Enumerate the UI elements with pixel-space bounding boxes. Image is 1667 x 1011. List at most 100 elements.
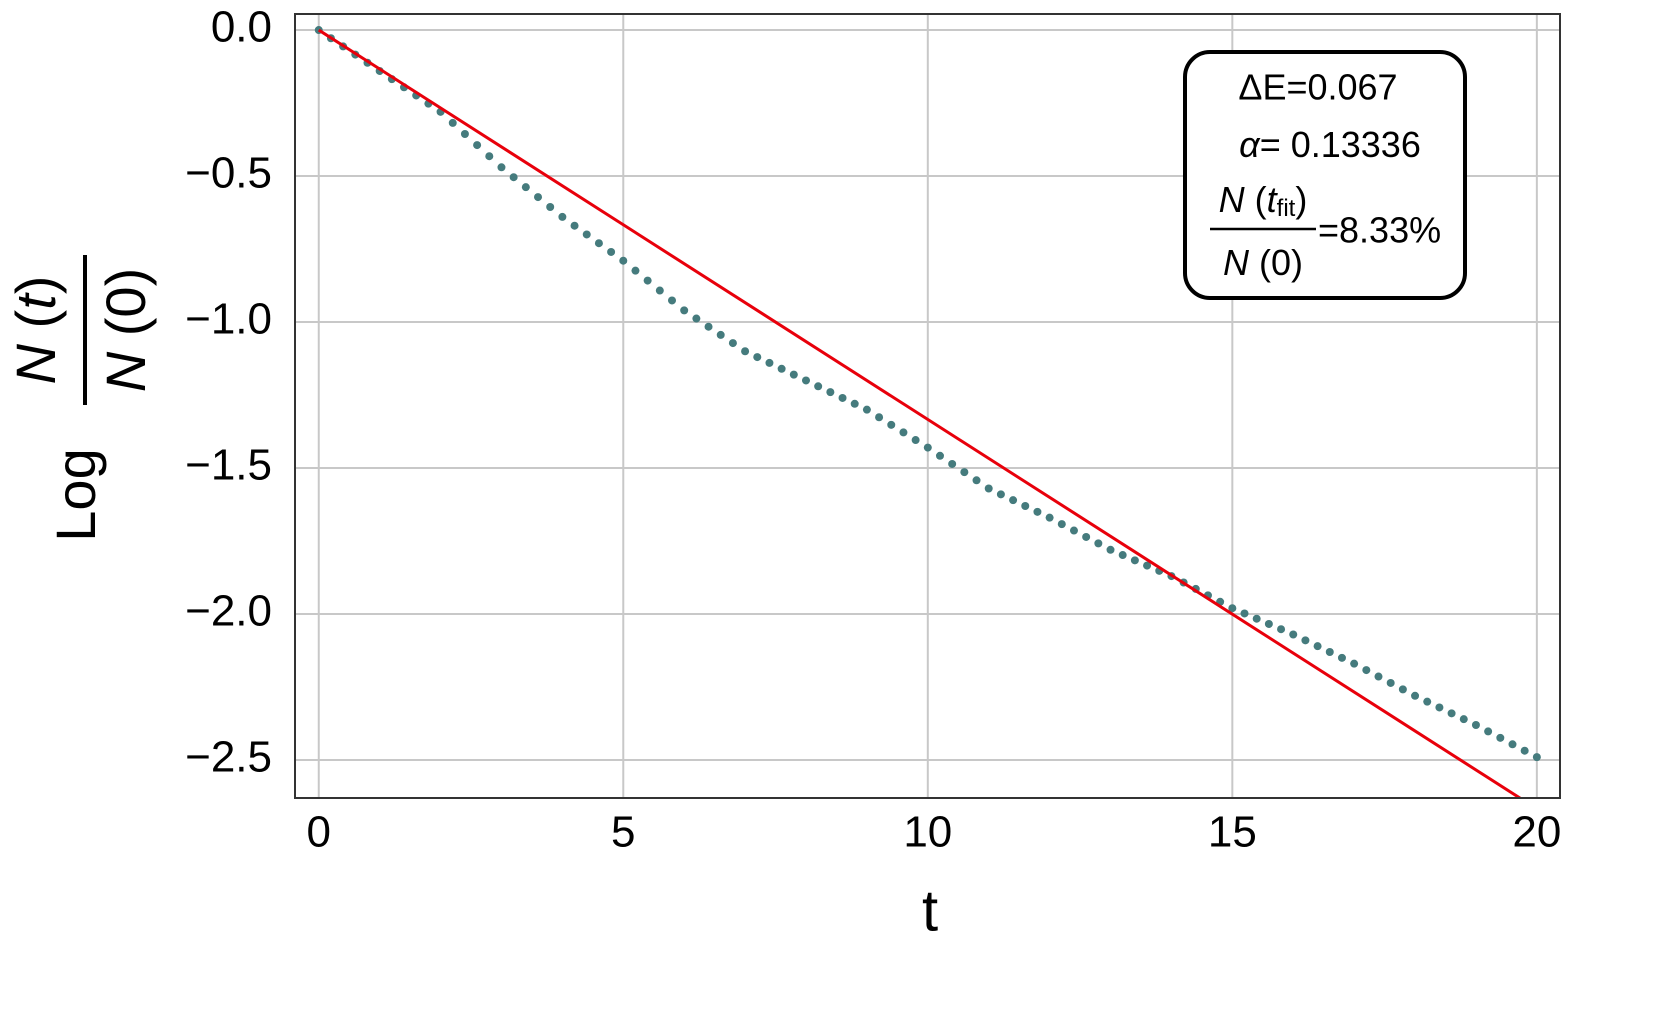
data-point <box>1045 513 1054 522</box>
data-point <box>1508 740 1517 749</box>
data-point <box>789 370 798 379</box>
data-point <box>1471 721 1480 730</box>
y-axis-label: Log N (t) N (0) <box>4 255 157 542</box>
data-point <box>1301 636 1310 645</box>
data-point <box>594 239 603 248</box>
data-point <box>753 353 762 362</box>
data-point <box>558 212 567 221</box>
data-point <box>972 476 981 485</box>
data-point <box>1520 746 1529 755</box>
data-point <box>1411 691 1420 700</box>
data-point <box>1118 551 1127 560</box>
data-point <box>801 376 810 385</box>
data-point <box>1252 614 1261 623</box>
data-point <box>728 339 737 348</box>
data-point <box>1277 625 1286 634</box>
data-point <box>1264 619 1273 628</box>
data-point <box>582 230 591 239</box>
data-point <box>1094 539 1103 548</box>
data-point <box>570 221 579 230</box>
data-point <box>509 173 518 182</box>
data-point <box>838 393 847 402</box>
data-point <box>1143 561 1152 570</box>
data-point <box>643 276 652 285</box>
x-tick-label: 20 <box>1512 808 1561 857</box>
x-tick-label: 0 <box>307 808 331 857</box>
data-point <box>996 490 1005 499</box>
y-label-denominator: N (0) <box>94 268 157 392</box>
data-point <box>765 358 774 367</box>
data-point <box>1106 545 1115 554</box>
annotation-frame <box>1183 50 1467 300</box>
data-point <box>1313 642 1322 651</box>
y-tick-label: 0.0 <box>211 3 272 52</box>
data-point <box>984 484 993 493</box>
data-point <box>850 399 859 408</box>
y-label-numerator: N (t) <box>4 276 67 385</box>
data-point <box>1423 697 1432 706</box>
data-point <box>911 436 920 445</box>
data-point <box>1362 666 1371 675</box>
data-point <box>1021 502 1030 511</box>
data-point <box>716 330 725 339</box>
data-point <box>960 468 969 477</box>
annotation-box: ΔE=0.067 α= 0.13336 N (tfit) N (0) =8.33… <box>1183 50 1467 300</box>
data-point <box>1228 604 1237 613</box>
data-point <box>923 443 932 452</box>
y-tick-label: −2.0 <box>185 587 272 636</box>
data-point <box>1325 648 1334 657</box>
x-tick-label: 5 <box>611 808 635 857</box>
fit-line <box>317 28 1523 798</box>
y-label-prefix: Log <box>44 448 107 541</box>
data-point <box>875 413 884 422</box>
data-point <box>546 203 555 212</box>
data-point <box>741 347 750 356</box>
data-point <box>1130 556 1139 565</box>
data-point <box>1386 678 1395 687</box>
data-point <box>887 420 896 429</box>
ratio-numerator: N (tfit) <box>1219 179 1308 223</box>
data-point <box>619 256 628 265</box>
data-point <box>448 118 457 127</box>
delta-e: ΔE=0.067 <box>1238 67 1397 108</box>
data-point <box>704 322 713 331</box>
data-point <box>497 163 506 172</box>
data-point <box>1435 703 1444 712</box>
data-point <box>1532 753 1541 762</box>
data-point <box>1289 630 1298 639</box>
data-point <box>631 266 640 275</box>
data-point <box>460 130 469 139</box>
data-point <box>777 364 786 373</box>
data-point <box>692 314 701 323</box>
data-point <box>1374 672 1383 681</box>
data-point <box>534 193 543 202</box>
y-tick-label: −1.0 <box>185 295 272 344</box>
data-point <box>1009 496 1018 505</box>
data-point <box>655 286 664 295</box>
data-point <box>935 451 944 460</box>
y-tick-label: −2.5 <box>185 733 272 782</box>
data-point <box>1337 653 1346 662</box>
plot-marks <box>314 26 1541 798</box>
data-point <box>668 296 677 305</box>
data-point <box>1069 526 1078 535</box>
data-point <box>1398 685 1407 694</box>
data-point <box>680 306 689 315</box>
grid <box>295 14 1560 798</box>
x-axis-label: t <box>922 878 938 943</box>
data-point <box>1496 733 1505 742</box>
data-point <box>1057 520 1066 529</box>
x-tick-label: 10 <box>903 808 952 857</box>
data-point <box>826 388 835 397</box>
data-point <box>607 247 616 256</box>
data-point <box>473 141 482 150</box>
ratio-value: =8.33% <box>1318 210 1441 251</box>
data-point <box>1447 709 1456 718</box>
alpha: α= 0.13336 <box>1239 124 1421 165</box>
data-point <box>485 152 494 161</box>
x-tick-label: 15 <box>1208 808 1257 857</box>
data-point <box>1240 609 1249 618</box>
data-point <box>1033 507 1042 516</box>
data-point <box>1484 727 1493 736</box>
